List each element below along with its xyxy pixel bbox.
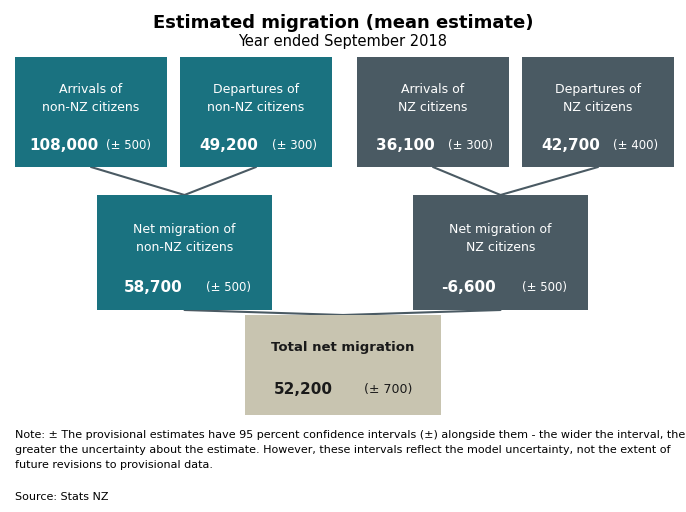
FancyBboxPatch shape xyxy=(357,57,509,167)
FancyBboxPatch shape xyxy=(97,195,272,310)
Text: Year ended September 2018: Year ended September 2018 xyxy=(239,34,447,49)
Text: 42,700: 42,700 xyxy=(541,138,600,153)
Text: Estimated migration (mean estimate): Estimated migration (mean estimate) xyxy=(153,14,533,32)
Text: 49,200: 49,200 xyxy=(199,138,258,153)
Text: 52,200: 52,200 xyxy=(274,382,333,397)
FancyBboxPatch shape xyxy=(245,315,441,415)
Text: Source: Stats NZ: Source: Stats NZ xyxy=(15,492,108,502)
FancyBboxPatch shape xyxy=(180,57,332,167)
Text: Departures of
NZ citizens: Departures of NZ citizens xyxy=(555,83,641,114)
FancyBboxPatch shape xyxy=(15,57,167,167)
Text: Arrivals of
NZ citizens: Arrivals of NZ citizens xyxy=(399,83,468,114)
Text: (± 700): (± 700) xyxy=(364,383,412,396)
Text: -6,600: -6,600 xyxy=(442,280,497,294)
Text: 52,200: 52,200 xyxy=(279,388,338,402)
Text: (± 700): (± 700) xyxy=(370,389,414,401)
Text: (± 500): (± 500) xyxy=(106,139,152,152)
Text: 36,100: 36,100 xyxy=(376,138,435,153)
Text: 108,000: 108,000 xyxy=(29,138,98,153)
FancyBboxPatch shape xyxy=(245,315,441,415)
Text: Total net migration: Total net migration xyxy=(284,347,402,359)
Text: Note: ± The provisional estimates have 95 percent confidence intervals (±) along: Note: ± The provisional estimates have 9… xyxy=(15,430,685,470)
Text: Net migration of
NZ citizens: Net migration of NZ citizens xyxy=(449,223,552,254)
FancyBboxPatch shape xyxy=(413,195,588,310)
Text: 58,700: 58,700 xyxy=(123,280,182,294)
Text: (± 500): (± 500) xyxy=(206,281,251,293)
Text: Total net migration: Total net migration xyxy=(271,340,415,353)
Text: (± 500): (± 500) xyxy=(522,281,567,293)
FancyBboxPatch shape xyxy=(522,57,674,167)
Text: Departures of
non-NZ citizens: Departures of non-NZ citizens xyxy=(207,83,305,114)
Text: Arrivals of
non-NZ citizens: Arrivals of non-NZ citizens xyxy=(43,83,140,114)
Text: Net migration of
non-NZ citizens: Net migration of non-NZ citizens xyxy=(133,223,236,254)
Text: (± 400): (± 400) xyxy=(613,139,659,152)
Text: (± 300): (± 300) xyxy=(272,139,316,152)
Text: (± 300): (± 300) xyxy=(449,139,493,152)
